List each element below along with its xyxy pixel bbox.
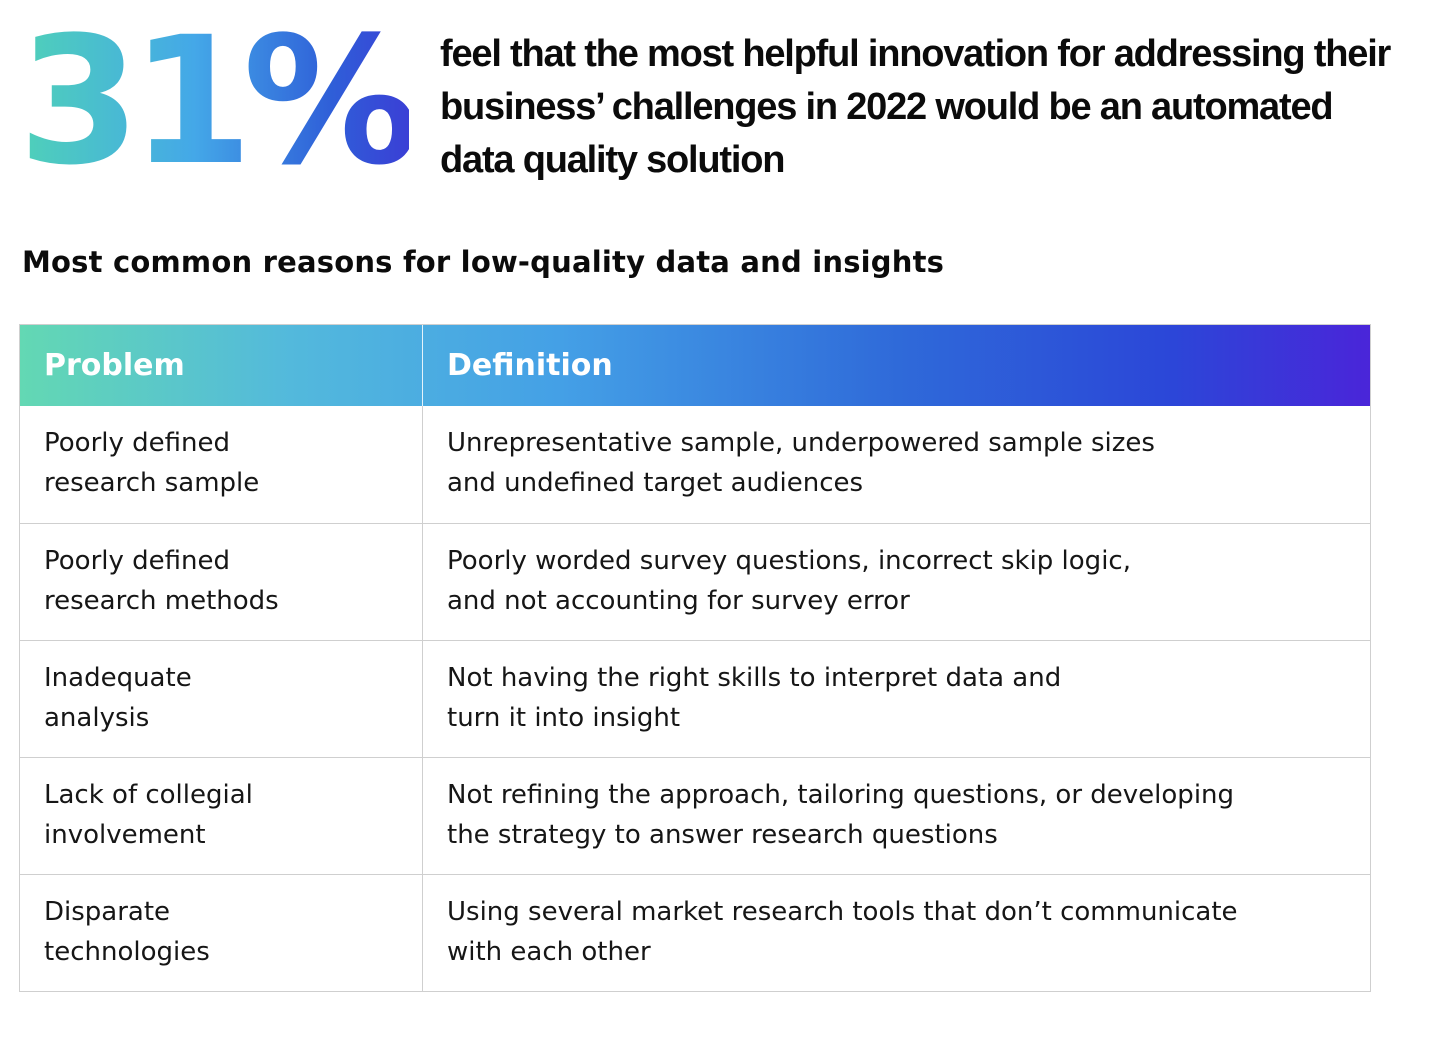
problem-cell: Inadequate analysis [20,641,423,757]
table-header: Problem Definition [20,325,1370,406]
definition-cell: Not refining the approach, tailoring que… [447,780,1235,850]
stat-description: feel that the most helpful innovation fo… [440,33,1391,181]
table-row: Poorly defined research sample Unreprese… [20,406,1370,523]
definition-cell: Using several market research tools that… [447,897,1238,967]
reasons-table: Problem Definition Poorly defined resear… [19,324,1371,992]
problem-cell: Poorly defined research methods [20,524,423,640]
stat-percentage: 31% [18,0,419,204]
table-row: Lack of collegial involvement Not refini… [20,757,1370,874]
table-row: Inadequate analysis Not having the right… [20,640,1370,757]
definition-cell: Poorly worded survey questions, incorrec… [447,546,1131,616]
table-body: Poorly defined research sample Unreprese… [20,406,1370,991]
header-problem: Problem [20,325,423,406]
problem-cell: Poorly defined research sample [20,406,423,523]
problem-cell: Lack of collegial involvement [20,758,423,874]
definition-cell: Not having the right skills to interpret… [447,663,1062,733]
definition-cell: Unrepresentative sample, underpowered sa… [447,428,1155,498]
table-row: Disparate technologies Using several mar… [20,874,1370,991]
table-row: Poorly defined research methods Poorly w… [20,523,1370,640]
header-definition: Definition [447,348,613,383]
section-title: Most common reasons for low-quality data… [22,245,945,279]
problem-cell: Disparate technologies [20,875,423,991]
